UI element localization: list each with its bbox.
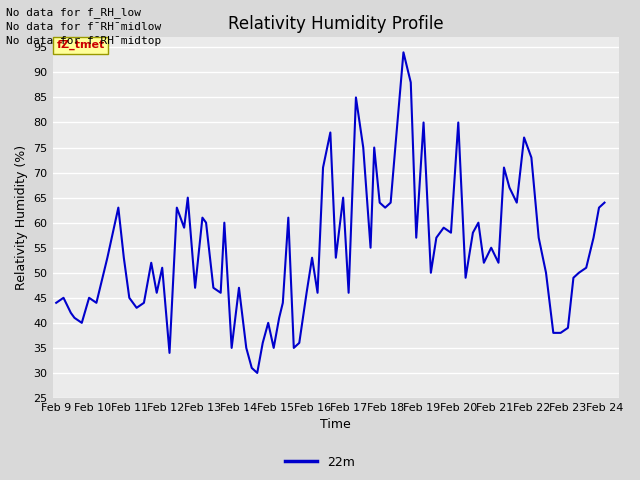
Text: No data for f_RH_low: No data for f_RH_low [6,7,141,18]
Text: No data for f¯RH¯midtop: No data for f¯RH¯midtop [6,36,162,46]
Legend: 22m: 22m [280,451,360,474]
Y-axis label: Relativity Humidity (%): Relativity Humidity (%) [15,145,28,290]
X-axis label: Time: Time [321,419,351,432]
Title: Relativity Humidity Profile: Relativity Humidity Profile [228,15,444,33]
Text: fZ_tmet: fZ_tmet [57,40,105,50]
Text: No data for f¯RH¯midlow: No data for f¯RH¯midlow [6,22,162,32]
